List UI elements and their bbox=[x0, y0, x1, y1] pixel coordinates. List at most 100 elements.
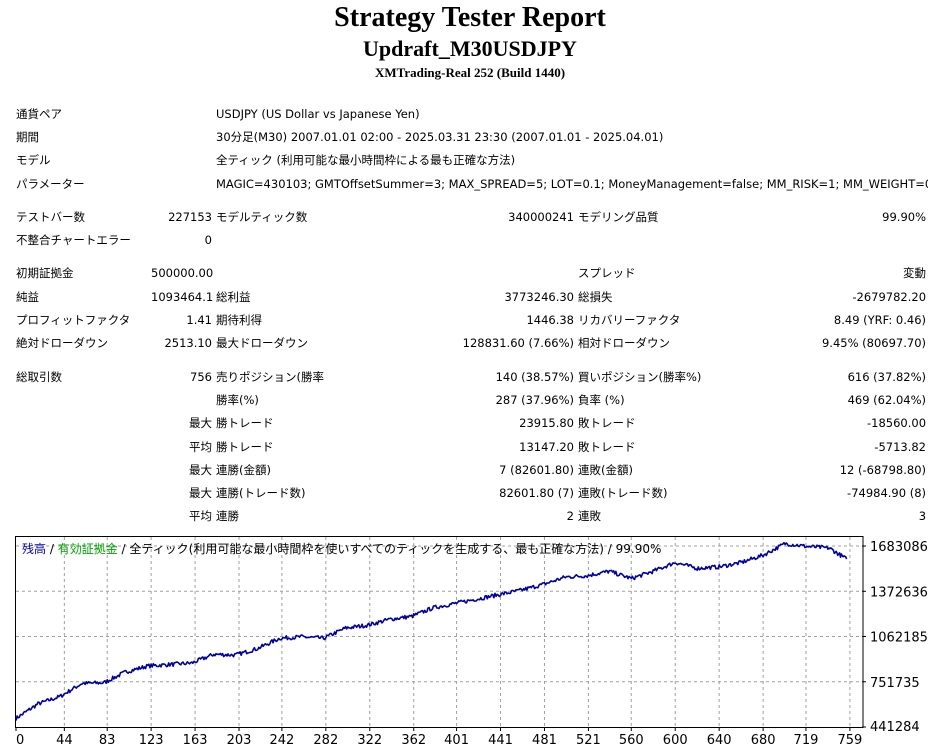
y-tick-label: 1372636 bbox=[870, 585, 927, 600]
max-consec-loss-label: 連敗(トレード数) bbox=[578, 486, 668, 501]
legend-separator: / bbox=[117, 542, 130, 556]
params-label: パラメーター bbox=[16, 176, 85, 191]
balance-line bbox=[15, 541, 848, 721]
maxdd-value: 128831.60 (7.66%) bbox=[462, 336, 574, 351]
absdd-label: 絶対ドローダウン bbox=[16, 336, 108, 351]
avg-consec-row: 平均 連勝 2 連敗 3 bbox=[14, 505, 928, 528]
lossrate-value: 469 (62.04%) bbox=[847, 392, 927, 407]
period-value: 30分足(M30) 2007.01.01 02:00 - 2025.03.31 … bbox=[216, 129, 664, 144]
pf-value: 1.41 bbox=[186, 313, 212, 328]
quality-label: モデリング品質 bbox=[578, 209, 659, 224]
spread-value: 変動 bbox=[903, 266, 927, 281]
x-tick-label: 282 bbox=[313, 733, 338, 746]
x-tick-label: 560 bbox=[619, 733, 644, 746]
avg-consec-losses-value: 3 bbox=[918, 509, 927, 524]
expected-value: 1446.38 bbox=[526, 313, 574, 328]
trades-label: 総取引数 bbox=[16, 369, 62, 384]
short-value: 140 (38.57%) bbox=[495, 369, 574, 384]
recovery-value: 8.49 (YRF: 0.46) bbox=[833, 313, 927, 328]
grossprofit-label: 総利益 bbox=[216, 289, 251, 304]
trades-value: 756 bbox=[190, 369, 212, 384]
avg-consec-wins-label: 連勝 bbox=[216, 509, 239, 524]
maxdd-label: 最大ドローダウン bbox=[216, 336, 308, 351]
long-label: 買いポジション(勝率%) bbox=[578, 369, 701, 384]
max-consec-loss-value: -74984.90 (8) bbox=[847, 486, 927, 501]
symbol-label: 通貨ペア bbox=[16, 106, 62, 121]
reldd-label: 相対ドローダウン bbox=[578, 336, 670, 351]
symbol-value: USDJPY (US Dollar vs Japanese Yen) bbox=[216, 106, 420, 121]
x-tick-label: 83 bbox=[99, 733, 116, 746]
period-label: 期間 bbox=[16, 129, 39, 144]
max-consec-row: 最大 連勝(金額) 7 (82601.80) 連敗(金額) 12 (-68798… bbox=[14, 458, 928, 481]
ticks-label: モデルティック数 bbox=[216, 209, 308, 224]
spread-label: スプレッド bbox=[578, 266, 636, 281]
report-subtitle: Updraft_M30USDJPY bbox=[363, 36, 577, 61]
winrate-value: 287 (37.96%) bbox=[495, 392, 574, 407]
model-row: モデル 全ティック (利用可能な最小時間枠による最も正確な方法) bbox=[14, 149, 928, 172]
largest-win-label: 勝トレード bbox=[216, 416, 274, 431]
max-consec-wins-label: 連勝(金額) bbox=[216, 462, 271, 477]
symbol-row: 通貨ペア USDJPY (US Dollar vs Japanese Yen) bbox=[14, 102, 928, 125]
x-tick-label: 600 bbox=[663, 733, 688, 746]
max-consec-profit-label: 連勝(トレード数) bbox=[216, 486, 306, 501]
largest-loss-label: 敗トレード bbox=[578, 416, 636, 431]
deposit-value: 500000.00 bbox=[151, 266, 214, 281]
pf-label: プロフィットファクタ bbox=[16, 313, 131, 328]
x-tick-label: 521 bbox=[576, 733, 601, 746]
x-tick-label: 242 bbox=[269, 733, 294, 746]
errors-label: 不整合チャートエラー bbox=[16, 233, 131, 248]
x-tick-label: 322 bbox=[357, 733, 382, 746]
netprofit-label: 純益 bbox=[16, 289, 39, 304]
grossloss-value: -2679782.20 bbox=[852, 289, 927, 304]
max-consec-amount-row: 最大 連勝(トレード数) 82601.80 (7) 連敗(トレード数) -749… bbox=[14, 481, 928, 504]
x-tick-label: 441 bbox=[488, 733, 513, 746]
report-title: Strategy Tester Report bbox=[334, 2, 606, 33]
chart-legend: 残高 / 有効証拠金 / 全ティック(利用可能な最小時間枠を使いすべてのティック… bbox=[22, 540, 661, 557]
y-tick-label: 441284 bbox=[870, 720, 920, 735]
x-tick-label: 0 bbox=[16, 733, 24, 746]
x-tick-label: 123 bbox=[139, 733, 164, 746]
params-value: MAGIC=430103; GMTOffsetSummer=3; MAX_SPR… bbox=[216, 176, 929, 191]
netprofit-value: 1093464.10 bbox=[151, 289, 214, 304]
report-table: 通貨ペア USDJPY (US Dollar vs Japanese Yen) … bbox=[14, 102, 928, 528]
balance-chart-svg: 441284 751735 1062185 1372636 1683086 0 44 83 12… bbox=[15, 536, 927, 746]
deposit-row: 初期証拠金 500000.00 スプレッド 変動 bbox=[14, 262, 928, 285]
x-tick-label: 203 bbox=[227, 733, 252, 746]
legend-separator: / bbox=[46, 542, 58, 556]
x-tick-label: 759 bbox=[838, 733, 863, 746]
y-tick-label: 751735 bbox=[870, 676, 920, 691]
grossprofit-value: 3773246.30 bbox=[504, 289, 574, 304]
lossrate-label: 負率 (%) bbox=[578, 392, 625, 407]
y-tick-label: 1683086 bbox=[870, 540, 927, 555]
winrate-label: 勝率(%) bbox=[216, 392, 259, 407]
x-tick-label: 719 bbox=[794, 733, 819, 746]
avg-win-value: 13147.20 bbox=[519, 439, 574, 454]
server-name: XMTrading-Real 252 (Build 1440) bbox=[374, 65, 566, 80]
max-consec-profit-value: 82601.80 (7) bbox=[499, 486, 574, 501]
grossloss-label: 総損失 bbox=[578, 289, 613, 304]
avg-loss-label: 敗トレード bbox=[578, 439, 636, 454]
drawdown-row: 絶対ドローダウン 2513.10 最大ドローダウン 128831.60 (7.6… bbox=[14, 332, 928, 355]
x-tick-label: 44 bbox=[56, 733, 73, 746]
average-prefix: 平均 bbox=[189, 439, 212, 454]
x-tick-label: 401 bbox=[444, 733, 469, 746]
period-row: 期間 30分足(M30) 2007.01.01 02:00 - 2025.03.… bbox=[14, 125, 928, 148]
deposit-label: 初期証拠金 bbox=[16, 266, 74, 281]
x-tick-label: 362 bbox=[401, 733, 426, 746]
bars-label: テストバー数 bbox=[16, 209, 85, 224]
x-tick-label: 640 bbox=[707, 733, 732, 746]
netprofit-row: 純益 1093464.10 総利益 3773246.30 総損失 -267978… bbox=[14, 285, 928, 308]
short-label: 売りポジション(勝率%) bbox=[216, 369, 324, 384]
avg-consec-losses-label: 連敗 bbox=[578, 509, 601, 524]
plot-frame bbox=[15, 536, 864, 728]
pf-row: プロフィットファクタ 1.41 期待利得 1446.38 リカバリーファクタ 8… bbox=[14, 308, 928, 331]
avg-consec-prefix: 平均 bbox=[189, 509, 212, 524]
quality-value: 99.90% bbox=[882, 209, 927, 224]
reldd-value: 9.45% (80697.70) bbox=[821, 336, 927, 351]
winrate-row: 勝率(%) 287 (37.96%) 負率 (%) 469 (62.04%) bbox=[14, 388, 928, 411]
avg-win-label: 勝トレード bbox=[216, 439, 274, 454]
largest-loss-value: -18560.00 bbox=[866, 416, 927, 431]
errors-row: 不整合チャートエラー 0 bbox=[14, 228, 928, 251]
largest-win-value: 23915.80 bbox=[519, 416, 574, 431]
x-tick-label: 680 bbox=[751, 733, 776, 746]
